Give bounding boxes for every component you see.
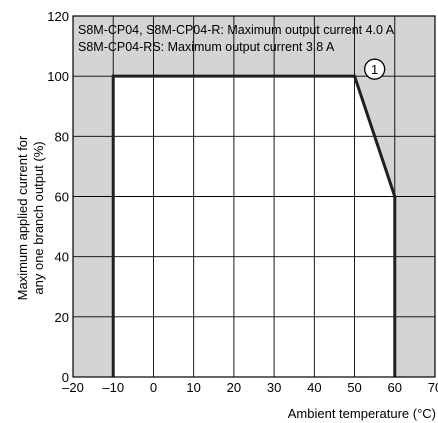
y-tick-label: 80 xyxy=(55,129,69,144)
x-tick-label: 0 xyxy=(150,380,157,395)
x-tick-label: 60 xyxy=(388,380,402,395)
callout-label: 1 xyxy=(371,62,378,77)
x-tick-label: 40 xyxy=(307,380,321,395)
y-tick-label: 40 xyxy=(55,250,69,265)
x-tick-label: 50 xyxy=(347,380,361,395)
plot-frame xyxy=(72,15,436,378)
annotation-line-1: S8M-CP04, S8M-CP04-R: Maximum output cur… xyxy=(78,23,395,37)
y-tick-label: 100 xyxy=(47,69,69,84)
operating-region xyxy=(113,76,395,378)
y-axis-title-line-1: Maximum applied current for xyxy=(15,135,30,300)
x-tick-label: 70 xyxy=(428,380,438,395)
x-tick-label: –20 xyxy=(62,380,84,395)
y-axis-title-line-2: any one branch output (%) xyxy=(31,141,46,294)
y-tick-label: 20 xyxy=(55,310,69,325)
y-tick-label: 120 xyxy=(47,9,69,24)
series-layer xyxy=(111,74,397,377)
callout-circle xyxy=(364,58,386,80)
x-tick-label: 30 xyxy=(267,380,281,395)
x-tick-label: –10 xyxy=(102,380,124,395)
y-tick-label: 60 xyxy=(55,190,69,205)
annotation-line-2: S8M-CP04-RS: Maximum output current 3.8 … xyxy=(78,40,335,54)
x-tick-label: 10 xyxy=(186,380,200,395)
x-axis-title: Ambient temperature (°C) xyxy=(288,406,436,421)
callout-marker: 1 xyxy=(364,58,386,80)
x-tick-label: 20 xyxy=(227,380,241,395)
y-tick-label: 0 xyxy=(62,370,69,385)
tick-labels: –20 –10 0 10 20 30 40 50 60 70 0 20 40 60 80 100 120 xyxy=(47,9,438,395)
derating-curve xyxy=(111,74,397,377)
plot-border xyxy=(72,15,436,378)
